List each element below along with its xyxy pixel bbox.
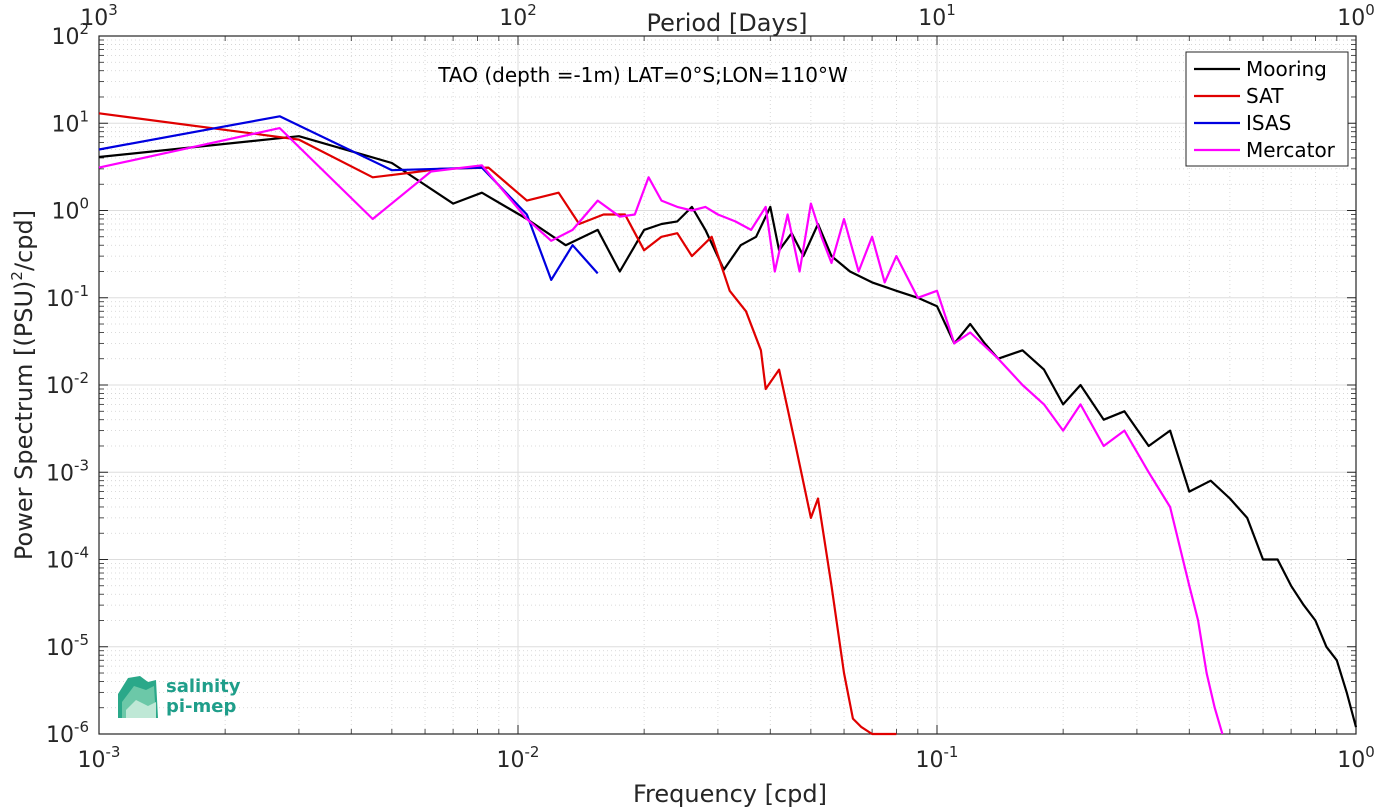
series-line-sat — [98, 112, 897, 736]
top-tick-label: 101 — [918, 1, 956, 31]
x-tick-label: 10-3 — [78, 743, 121, 773]
tick-marks — [98, 35, 1357, 735]
legend-label-mooring: Mooring — [1246, 57, 1327, 81]
top-tick-label: 100 — [1337, 1, 1375, 31]
y-tick-label: 10-4 — [46, 544, 89, 574]
top-axis-label: Period [Days] — [646, 9, 807, 37]
legend-label-isas: ISAS — [1246, 111, 1291, 135]
y-tick-label: 101 — [51, 107, 89, 137]
logo-line2: pi-mep — [166, 696, 236, 717]
logo-line1: salinity — [166, 676, 241, 697]
y-tick-label: 10-3 — [46, 456, 89, 486]
x-tick-label: 10-2 — [497, 743, 540, 773]
top-tick-label: 102 — [499, 1, 537, 31]
series-line-mercator — [98, 127, 1224, 735]
y-tick-label: 10-1 — [46, 282, 89, 312]
y-axis-label-sup: 2 — [8, 271, 26, 281]
grid-lines — [98, 35, 1357, 735]
logo-wave-front — [126, 700, 156, 718]
x-tick-label: 100 — [1337, 743, 1375, 773]
x-axis-label: Frequency [cpd] — [633, 780, 827, 808]
chart-title: TAO (depth =-1m) LAT=0°S;LON=110°W — [437, 63, 848, 87]
legend-label-sat: SAT — [1246, 84, 1284, 108]
x-tick-label: 10-1 — [916, 743, 959, 773]
y-tick-label: 10-5 — [46, 631, 89, 661]
y-tick-label: 10-2 — [46, 369, 89, 399]
legend: Mooring SAT ISAS Mercator — [1185, 51, 1349, 167]
legend-label-mercator: Mercator — [1246, 138, 1336, 162]
salinity-pi-mep-logo: salinity pi-mep — [118, 676, 241, 718]
series-lines — [98, 112, 1358, 736]
y-axis-label: Power Spectrum [(PSU)2/cpd] — [8, 210, 38, 560]
y-tick-label: 100 — [51, 195, 89, 225]
top-tick-label: 103 — [80, 1, 118, 31]
y-tick-label: 10-6 — [46, 718, 89, 748]
y-axis-label-main: Power Spectrum [(PSU) — [10, 281, 38, 560]
y-axis-label-tail: /cpd] — [10, 210, 38, 271]
y-tick-label: 102 — [51, 20, 89, 50]
